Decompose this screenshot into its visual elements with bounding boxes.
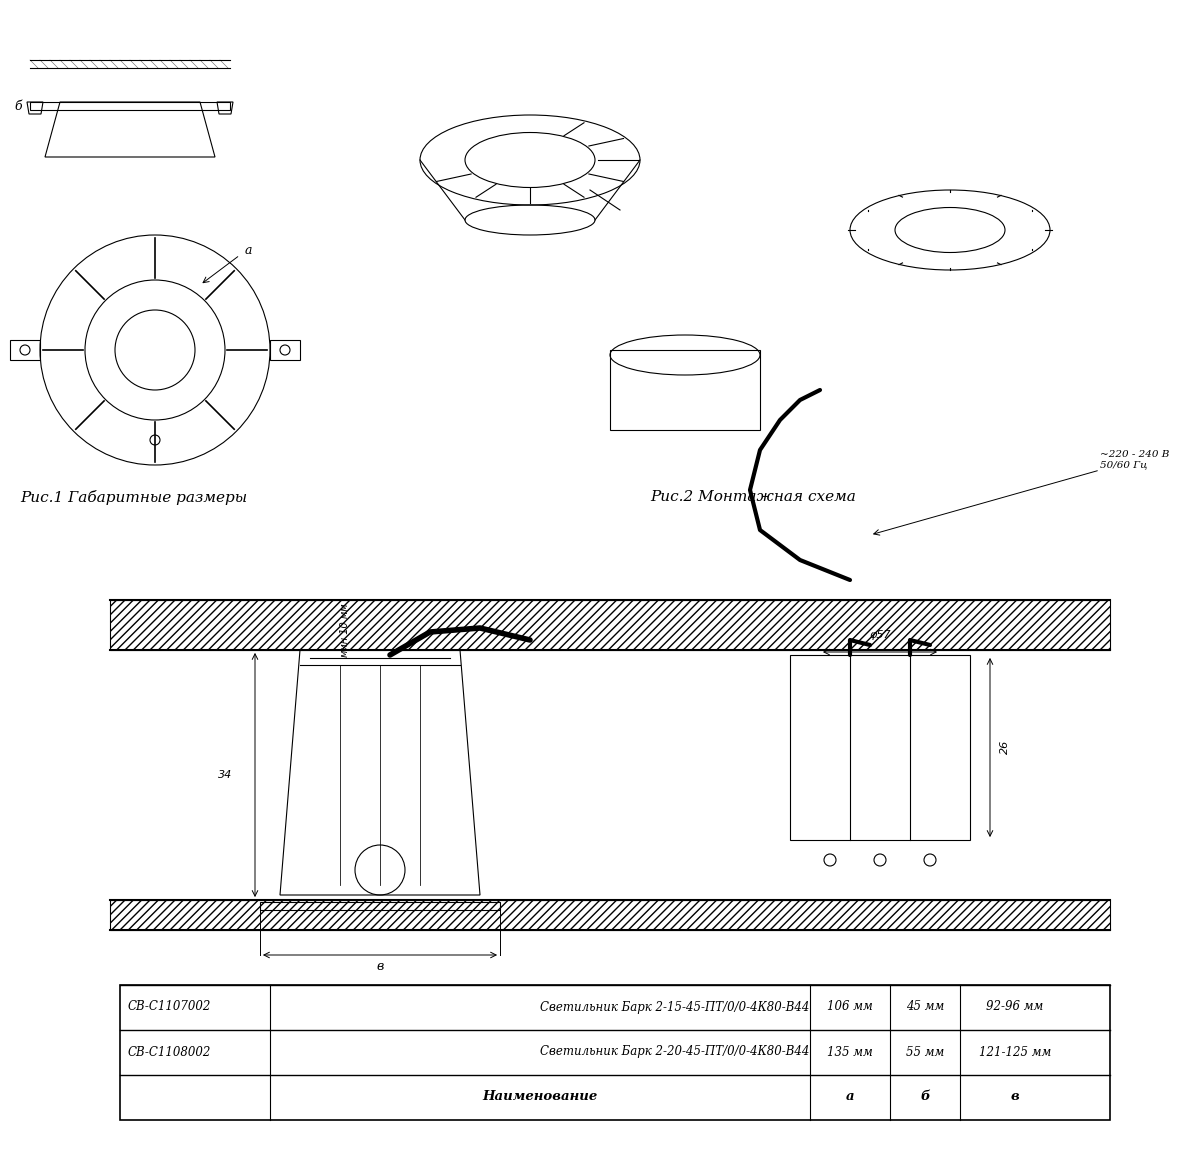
Text: 55 мм: 55 мм bbox=[906, 1046, 944, 1059]
Text: 45 мм: 45 мм bbox=[906, 1001, 944, 1014]
Text: a: a bbox=[846, 1091, 854, 1104]
Text: ~220 - 240 В
50/60 Гц: ~220 - 240 В 50/60 Гц bbox=[1100, 450, 1169, 470]
Text: CB-C1108002: CB-C1108002 bbox=[128, 1046, 211, 1059]
Text: б: б bbox=[920, 1091, 930, 1104]
Text: CB-C1107002: CB-C1107002 bbox=[128, 1001, 211, 1014]
Text: φ57: φ57 bbox=[869, 631, 890, 640]
Text: Светильник Барк 2-15-45-ПТ/0/0-4К80-В44: Светильник Барк 2-15-45-ПТ/0/0-4К80-В44 bbox=[540, 1001, 809, 1014]
Text: Рис.1 Габаритные размеры: Рис.1 Габаритные размеры bbox=[20, 491, 247, 504]
Text: 26: 26 bbox=[1000, 739, 1010, 754]
Text: Светильник Барк 2-20-45-ПТ/0/0-4К80-В44: Светильник Барк 2-20-45-ПТ/0/0-4К80-В44 bbox=[540, 1046, 809, 1059]
Bar bbox=[110, 600, 1110, 650]
Text: 135 мм: 135 мм bbox=[827, 1046, 872, 1059]
Text: Наименование: Наименование bbox=[482, 1091, 598, 1104]
Text: в: в bbox=[377, 960, 384, 973]
Bar bbox=[120, 985, 1110, 1120]
Text: б: б bbox=[14, 100, 22, 112]
Text: в: в bbox=[1010, 1091, 1019, 1104]
Text: 121-125 мм: 121-125 мм bbox=[979, 1046, 1051, 1059]
Text: Рис.2 Монтажная схема: Рис.2 Монтажная схема bbox=[650, 491, 856, 504]
Text: 34: 34 bbox=[218, 771, 232, 780]
Bar bbox=[610, 351, 760, 430]
Text: a: a bbox=[245, 243, 252, 257]
Bar bbox=[110, 900, 1110, 930]
Text: 92-96 мм: 92-96 мм bbox=[986, 1001, 1044, 1014]
Text: 106 мм: 106 мм bbox=[827, 1001, 872, 1014]
Bar bbox=[260, 902, 500, 911]
Bar bbox=[790, 655, 970, 840]
Text: мин 10 мм: мин 10 мм bbox=[340, 603, 350, 657]
